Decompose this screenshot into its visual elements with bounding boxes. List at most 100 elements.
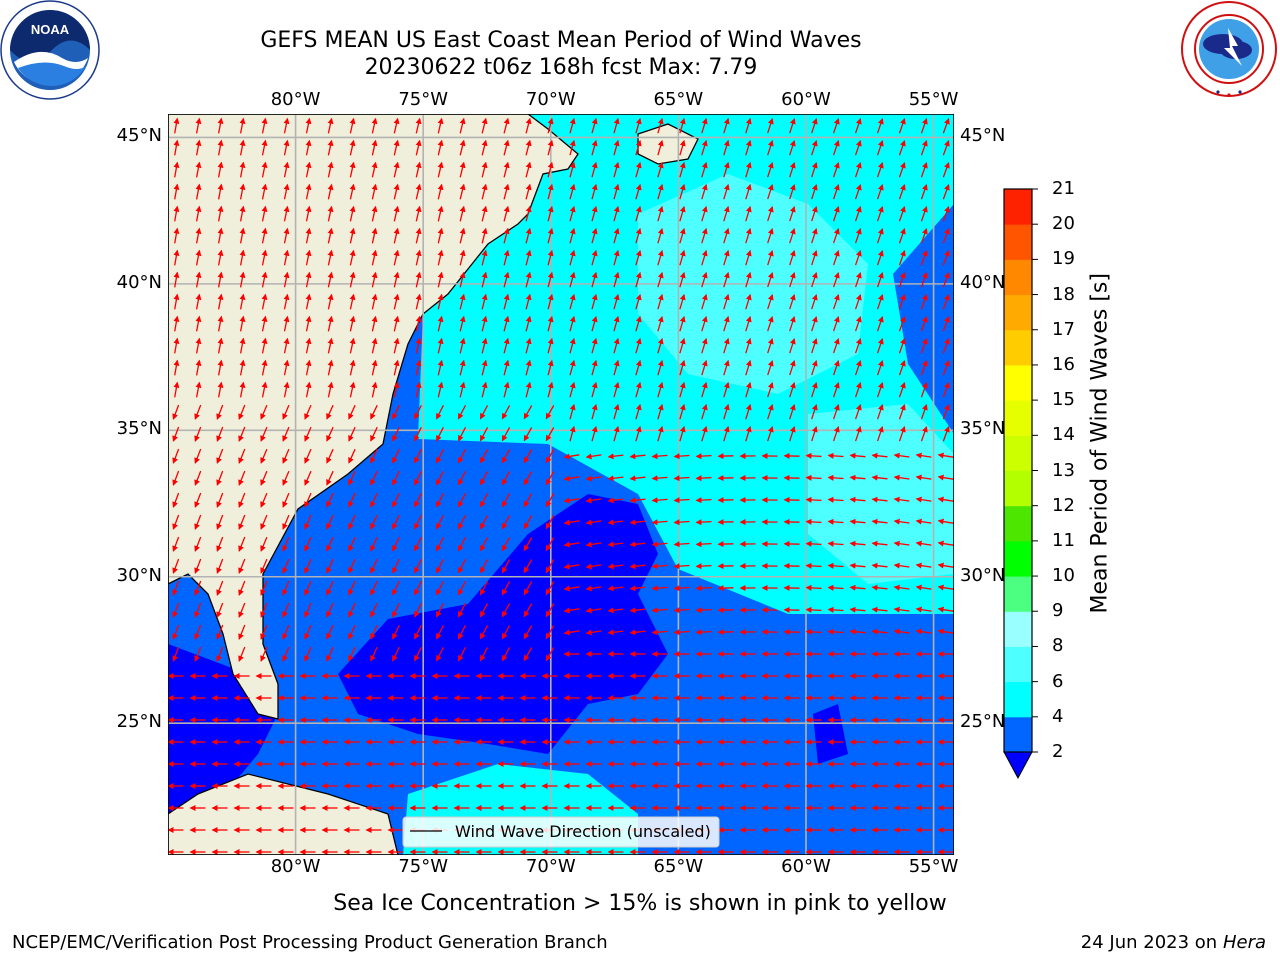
wind-wave-arrow (942, 293, 950, 310)
wind-wave-arrow (607, 563, 624, 570)
wind-wave-arrow (545, 515, 555, 530)
wind-wave-arrow (501, 647, 511, 662)
wind-wave-arrow (415, 337, 422, 354)
wind-wave-arrow (481, 161, 488, 178)
wind-wave-arrow (525, 183, 532, 200)
wind-wave-arrow (304, 404, 312, 420)
wind-wave-arrow (854, 271, 862, 288)
wind-wave-arrow (459, 227, 466, 244)
wind-wave-arrow (348, 624, 356, 640)
wind-wave-arrow (370, 602, 378, 618)
wind-wave-arrow (701, 117, 708, 134)
wind-wave-arrow (789, 337, 796, 354)
wind-wave-arrow (849, 474, 866, 481)
wind-wave-arrow (392, 646, 400, 662)
wind-wave-arrow (194, 646, 202, 662)
wind-wave-arrow (415, 293, 422, 310)
wind-wave-arrow (695, 585, 712, 592)
wind-wave-arrow (173, 381, 180, 398)
wind-wave-arrow (392, 624, 400, 640)
wind-wave-arrow (585, 585, 602, 592)
wind-wave-arrow (305, 161, 312, 178)
wind-wave-arrow (282, 624, 290, 640)
wind-wave-arrow (629, 585, 646, 592)
wind-wave-arrow (282, 536, 290, 552)
wind-wave-arrow (327, 359, 334, 376)
wind-wave-arrow (805, 496, 822, 503)
wind-wave-arrow (437, 315, 444, 332)
wind-wave-arrow (525, 271, 532, 288)
wind-wave-arrow (745, 315, 752, 332)
wind-wave-arrow (370, 624, 378, 640)
wind-wave-arrow (238, 646, 246, 662)
wind-wave-arrow (304, 492, 312, 508)
lon-label-bottom: 70°W (525, 856, 576, 877)
wind-wave-arrow (898, 139, 906, 156)
colorbar-segment (1004, 681, 1032, 718)
wind-wave-arrow (832, 205, 840, 222)
wind-wave-arrow (695, 453, 712, 460)
wind-wave-arrow (635, 227, 642, 244)
wind-wave-arrow (479, 559, 489, 574)
wind-wave-arrow (832, 381, 840, 398)
wind-wave-arrow (261, 359, 268, 376)
wind-wave-arrow (217, 293, 224, 310)
wind-wave-arrow (459, 117, 466, 134)
wind-wave-arrow (393, 315, 400, 332)
wind-wave-arrow (789, 359, 796, 376)
wind-wave-arrow (849, 628, 866, 635)
wind-wave-arrow (348, 536, 356, 552)
wind-wave-arrow (805, 452, 822, 459)
wind-wave-arrow (607, 453, 624, 460)
wind-wave-arrow (261, 381, 268, 398)
wind-wave-arrow (915, 606, 932, 613)
wind-wave-arrow (898, 249, 906, 266)
wind-wave-arrow (745, 139, 752, 156)
wind-wave-arrow (893, 562, 910, 569)
wind-wave-arrow (173, 117, 180, 134)
map-plot: Wind Wave Direction (unscaled) (168, 114, 954, 855)
wind-wave-arrow (854, 337, 862, 354)
lat-label-right: 40°N (960, 271, 1006, 293)
wind-wave-arrow (547, 227, 554, 244)
wind-wave-arrow (854, 315, 862, 332)
wind-wave-arrow (827, 518, 844, 525)
colorbar-segment (1004, 716, 1032, 753)
wind-wave-arrow (679, 249, 686, 266)
wind-wave-arrow (457, 536, 467, 552)
wind-wave-arrow (629, 519, 646, 526)
wind-wave-arrow (937, 474, 954, 481)
wind-wave-arrow (238, 624, 246, 640)
wind-wave-arrow (503, 183, 510, 200)
wind-wave-arrow (523, 449, 533, 464)
wind-wave-arrow (723, 183, 730, 200)
wind-wave-arrow (613, 271, 620, 288)
wind-wave-arrow (591, 293, 598, 310)
wind-wave-arrow (348, 404, 356, 420)
wind-wave-arrow (349, 139, 356, 156)
wind-wave-arrow (701, 249, 708, 266)
wind-wave-arrow (261, 249, 268, 266)
wind-wave-arrow (811, 293, 818, 310)
wind-wave-arrow (349, 205, 356, 222)
wind-wave-arrow (920, 359, 928, 376)
wind-wave-arrow (657, 403, 664, 420)
wind-wave-arrow (392, 426, 400, 442)
wind-wave-arrow (942, 117, 950, 134)
wind-wave-arrow (545, 537, 555, 552)
wind-wave-arrow (723, 205, 730, 222)
wind-wave-arrow (898, 293, 906, 310)
wind-wave-arrow (651, 453, 668, 460)
wind-wave-arrow (920, 425, 928, 442)
wind-wave-arrow (767, 403, 774, 420)
wind-wave-arrow (898, 117, 906, 134)
wind-wave-arrow (871, 606, 888, 613)
wind-wave-arrow (547, 205, 554, 222)
wind-wave-arrow (216, 492, 224, 508)
colorbar-tick-label: 10 (1052, 565, 1075, 587)
wind-wave-arrow (854, 359, 862, 376)
wind-wave-arrow (459, 315, 466, 332)
wind-wave-arrow (260, 602, 268, 618)
wind-wave-arrow (854, 205, 862, 222)
wind-wave-arrow (371, 249, 378, 266)
